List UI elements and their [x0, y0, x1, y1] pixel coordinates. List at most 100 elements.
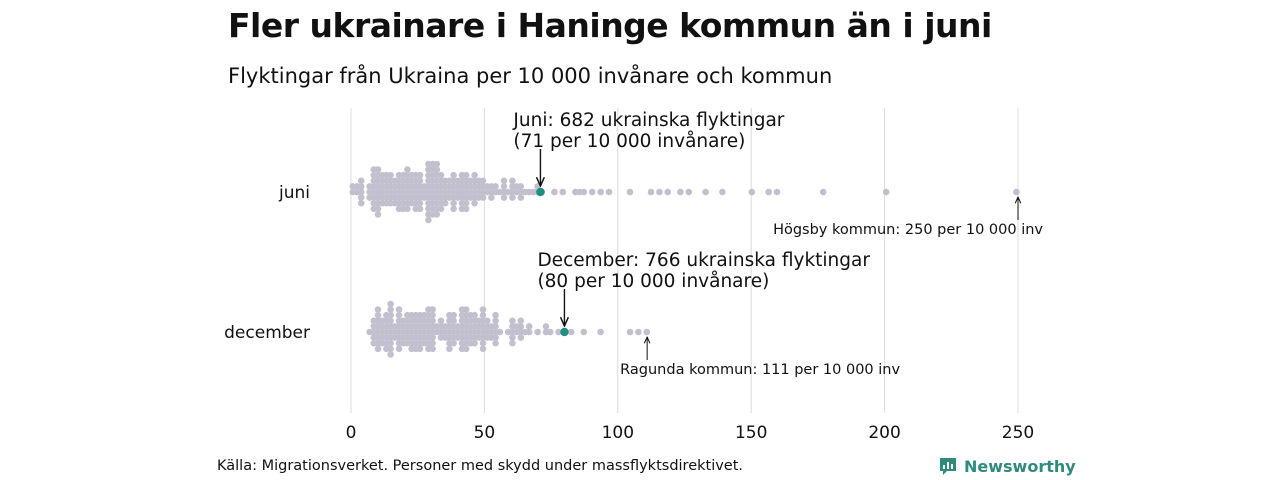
data-point [404, 205, 411, 213]
data-point [580, 328, 588, 336]
data-point [387, 300, 394, 308]
data-point [492, 334, 499, 341]
dots [349, 160, 1020, 358]
extreme-label: Högsby kommun: 250 per 10 000 inv [773, 222, 1043, 238]
data-point [492, 317, 499, 325]
x-tick-label: 50 [474, 423, 496, 443]
x-tick-label: 0 [346, 423, 357, 443]
data-point [429, 345, 436, 353]
data-point [374, 345, 382, 353]
data-point [559, 188, 567, 196]
data-point [479, 306, 487, 313]
data-point [765, 188, 772, 196]
row-label-december: december [224, 323, 310, 343]
data-point [429, 311, 436, 319]
data-point [374, 205, 382, 213]
data-point [685, 188, 693, 196]
data-point [441, 199, 449, 207]
data-point [387, 171, 394, 179]
data-point [882, 188, 890, 196]
data-point [404, 166, 411, 173]
data-point [509, 177, 516, 185]
data-point [500, 194, 508, 201]
source-note: Källa: Migrationsverket. Personer med sk… [217, 458, 744, 474]
row-label-juni: juni [278, 183, 310, 203]
data-point [597, 328, 604, 336]
data-point [509, 339, 516, 347]
data-point [425, 216, 432, 224]
data-point [546, 328, 554, 336]
data-point [374, 166, 382, 173]
chart-subtitle: Flyktingar från Ukraina per 10 000 invån… [228, 64, 833, 88]
newsworthy-icon [940, 458, 956, 475]
data-point [374, 311, 382, 319]
data-point [450, 317, 457, 325]
x-tick-label: 200 [868, 423, 900, 443]
data-point [395, 306, 403, 313]
data-point [626, 328, 634, 336]
data-point [517, 334, 525, 341]
highlight-label-line1: Juni: 682 ukrainska flyktingar [512, 110, 784, 131]
data-point [702, 188, 709, 196]
data-point [517, 183, 525, 190]
data-point [429, 306, 436, 313]
highlight-point [560, 327, 569, 337]
data-point [534, 328, 541, 336]
data-point [471, 171, 478, 179]
data-point [387, 345, 394, 353]
data-point [492, 311, 499, 319]
gridlines [350, 108, 1019, 413]
data-point [462, 306, 470, 313]
data-point [416, 171, 424, 179]
data-point [626, 188, 634, 196]
highlight-point [536, 187, 545, 197]
data-point [374, 306, 382, 313]
data-point [357, 194, 365, 201]
data-point [395, 311, 403, 319]
data-point [437, 205, 445, 213]
data-point [635, 328, 642, 336]
data-point [525, 323, 533, 330]
data-point [492, 339, 499, 347]
data-point [429, 339, 436, 347]
data-point [462, 171, 470, 179]
data-point [416, 177, 424, 185]
data-point [509, 317, 516, 325]
data-point [387, 351, 394, 358]
data-point [1013, 188, 1020, 196]
data-point [387, 339, 394, 347]
data-point [387, 306, 394, 313]
data-point [525, 328, 533, 336]
data-point [605, 188, 613, 196]
chart-title: Fler ukrainare i Haninge kommun än i jun… [228, 6, 992, 45]
data-point [471, 339, 478, 347]
data-point [446, 345, 453, 353]
data-point [462, 345, 470, 353]
data-point [819, 188, 827, 196]
data-point [656, 188, 663, 196]
data-point [357, 177, 365, 185]
data-point [517, 317, 525, 325]
data-point [450, 199, 457, 207]
data-point [429, 334, 436, 341]
x-tick-label: 100 [602, 423, 634, 443]
data-point [479, 345, 487, 353]
highlight-label-line2: (71 per 10 000 invånare) [513, 131, 745, 152]
annotations [540, 149, 1018, 360]
data-point [450, 171, 457, 179]
data-point [483, 317, 491, 325]
data-point [479, 177, 487, 185]
data-point [357, 188, 365, 196]
data-point [773, 188, 781, 196]
data-point [471, 199, 478, 207]
data-point [387, 317, 394, 325]
x-tick-label: 150 [735, 423, 767, 443]
data-point [416, 345, 424, 353]
data-point [374, 211, 382, 218]
data-point [643, 328, 651, 336]
data-point [437, 317, 445, 325]
data-point [433, 160, 441, 168]
data-point [647, 188, 655, 196]
data-point [500, 177, 508, 185]
